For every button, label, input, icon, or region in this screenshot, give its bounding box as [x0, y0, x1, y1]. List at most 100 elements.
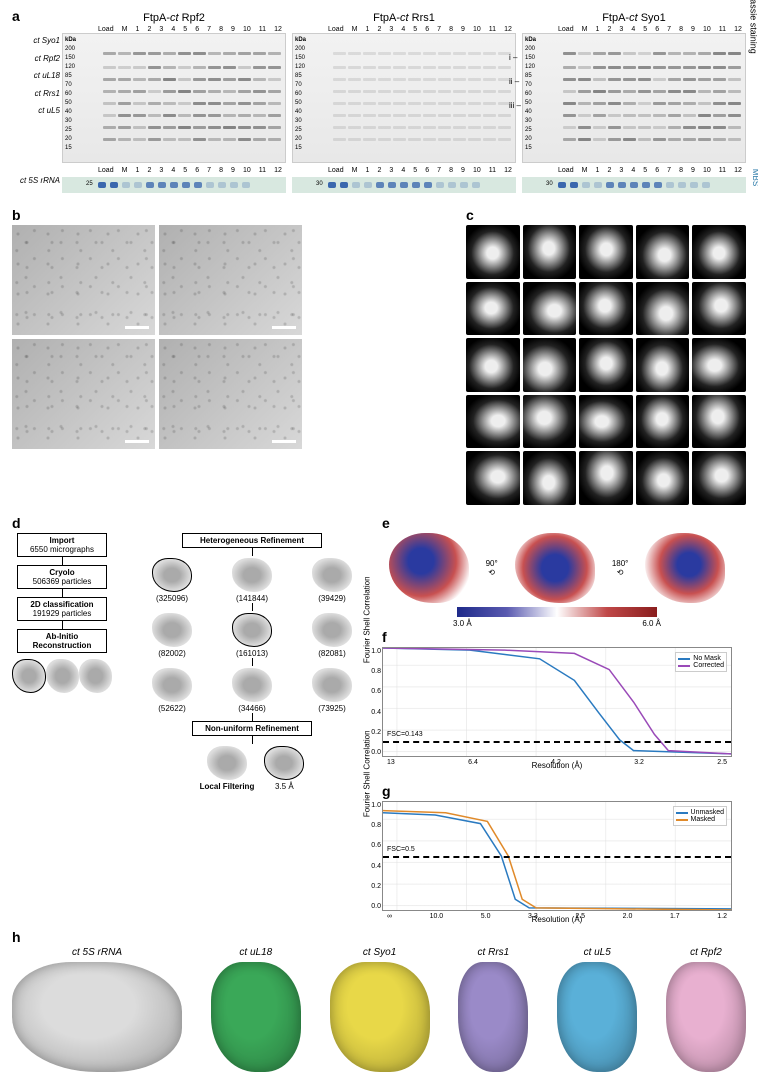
lane-label: M — [582, 26, 588, 33]
lane-label: 10 — [473, 26, 481, 33]
fsc-curve — [383, 813, 731, 909]
panel-g-label: g — [382, 783, 732, 799]
structure-block: ct uL18 — [211, 947, 301, 1072]
lane-label: 1 — [596, 26, 600, 33]
class-average — [579, 338, 633, 392]
rotation-label: 180°⟲ — [612, 559, 629, 577]
class-average — [692, 338, 746, 392]
scalebar — [125, 440, 149, 443]
class-average — [636, 395, 690, 449]
flow-step: Import6550 micrographs — [17, 533, 107, 557]
panel-g: g Fourier Shell Correlation Resolution (… — [382, 783, 732, 911]
mbs-marker: 30 — [316, 181, 323, 187]
mw-ladder: kDa200150120857060504030252015 — [65, 36, 76, 153]
gel-lane-header: LoadM123456789101112 — [522, 26, 746, 33]
class-average — [523, 338, 577, 392]
lane-label: Load — [98, 26, 114, 33]
density-map — [232, 558, 272, 592]
legend-item: Unmasked — [676, 809, 724, 816]
mbs-lane-header: LoadM123456789101112 — [522, 167, 746, 174]
panel-h-label: h — [12, 929, 746, 945]
class-average — [466, 225, 520, 279]
structure-block: ct Syo1 — [330, 947, 430, 1072]
density-map — [312, 668, 352, 702]
structure-label: ct Rrs1 — [458, 947, 528, 958]
fsc-threshold-line — [383, 741, 731, 743]
mw-ladder: kDa200150120857060504030252015 — [295, 36, 306, 153]
lane-label: 2 — [607, 26, 611, 33]
density-map — [152, 613, 192, 647]
legend-item: Masked — [676, 816, 724, 823]
density-map — [232, 668, 272, 702]
side-label: ct uL18 — [14, 67, 60, 85]
class-average — [523, 451, 577, 505]
panel-e: e 90°⟲ 180°⟲ 3.0 Å 6.0 Å — [382, 515, 732, 621]
lane-label: 10 — [703, 26, 711, 33]
particle-count: (73925) — [312, 704, 352, 713]
chart-legend: UnmaskedMasked — [673, 806, 727, 826]
lane-label: 5 — [183, 26, 187, 33]
flow-step: Non-uniform Refinement — [192, 721, 312, 736]
gel-image: kDa200150120857060504030252015 — [292, 33, 516, 163]
structure-block: ct 5S rRNA — [12, 947, 182, 1072]
scalebar — [272, 326, 296, 329]
lane-label: 6 — [655, 26, 659, 33]
lane-label: Load — [558, 26, 574, 33]
lane-label: M — [352, 26, 358, 33]
particle-count: (82002) — [152, 649, 192, 658]
mbs-gel: LoadM12345678910111230 — [522, 177, 746, 193]
lane-label: 1 — [366, 26, 370, 33]
lane-label: 2 — [147, 26, 151, 33]
class-average — [466, 282, 520, 336]
side-label: ct uL5 — [14, 102, 60, 120]
gel-block: FtpA-ct Rpf2LoadM123456789101112kDa20015… — [62, 12, 286, 163]
lane-label: 8 — [219, 26, 223, 33]
gel-title: FtpA-ct Syo1 — [602, 12, 666, 24]
mbs-gel: LoadM12345678910111225 — [62, 177, 286, 193]
panel-efg: e 90°⟲ 180°⟲ 3.0 Å 6.0 Å f Fourier Shell… — [382, 515, 732, 911]
lane-label: Load — [328, 26, 344, 33]
density-map — [152, 558, 192, 592]
lane-label: 7 — [207, 26, 211, 33]
lane-label: 8 — [449, 26, 453, 33]
fsc-threshold-label: FSC=0.5 — [387, 846, 415, 853]
scalebar — [272, 440, 296, 443]
panel-b-label: b — [12, 207, 302, 223]
density-map — [312, 613, 352, 647]
class-average — [692, 225, 746, 279]
panel-d-label: d — [12, 515, 372, 531]
mbs-gel: LoadM12345678910111230 — [292, 177, 516, 193]
flow-step: 2D classification191929 particles — [17, 597, 107, 621]
lane-label: 9 — [461, 26, 465, 33]
legend-item: Corrected — [678, 662, 724, 669]
rotation-label: 90°⟲ — [486, 559, 498, 577]
class-average — [466, 338, 520, 392]
micrograph — [159, 225, 302, 335]
panel-e-label: e — [382, 515, 732, 531]
gel-lane-header: LoadM123456789101112 — [62, 26, 286, 33]
structure-block: ct uL5 — [557, 947, 637, 1072]
mw-ladder: kDa200150120857060504030252015 — [525, 36, 536, 153]
chart-legend: No MaskCorrected — [675, 652, 727, 672]
class-average — [692, 395, 746, 449]
lane-label: 2 — [377, 26, 381, 33]
class-average — [636, 451, 690, 505]
mbs-label: MBS — [751, 169, 758, 186]
mbs-lane-header: LoadM123456789101112 — [62, 167, 286, 174]
density-map — [264, 746, 304, 780]
structure-label: ct 5S rRNA — [12, 947, 182, 958]
panel-a-label: a — [12, 8, 20, 24]
lane-label: 12 — [504, 26, 512, 33]
roman-labels: i –ii –iii – — [509, 46, 521, 118]
lane-label: 7 — [667, 26, 671, 33]
particle-count: (34466) — [232, 704, 272, 713]
lane-label: 7 — [437, 26, 441, 33]
class-average — [466, 451, 520, 505]
final-resolution: 3.5 Å — [264, 782, 304, 791]
fsc-chart-g: Fourier Shell Correlation Resolution (Å)… — [382, 801, 732, 911]
local-res-map — [645, 533, 725, 603]
class-average — [579, 282, 633, 336]
lane-label: 6 — [195, 26, 199, 33]
colorbar-max: 6.0 Å — [642, 619, 661, 628]
local-filter-label: Local Filtering — [200, 782, 255, 791]
